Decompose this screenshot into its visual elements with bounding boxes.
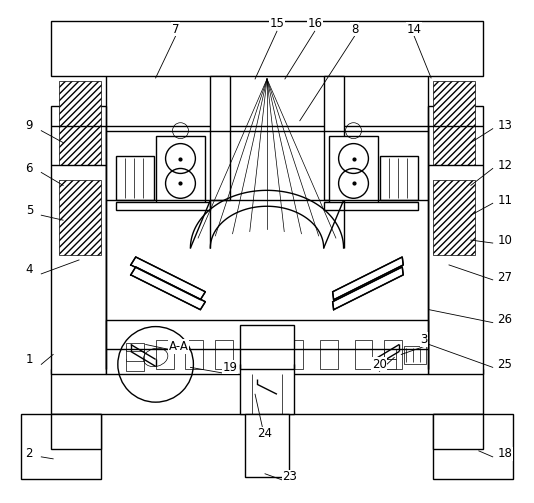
Bar — [59, 181, 101, 255]
Text: 8: 8 — [351, 23, 358, 36]
Bar — [384, 350, 396, 360]
Text: 24: 24 — [257, 428, 272, 441]
Bar — [106, 319, 428, 374]
Bar — [324, 202, 418, 210]
Text: 7: 7 — [172, 23, 179, 36]
Bar — [240, 324, 294, 414]
Bar — [155, 340, 174, 369]
Text: 19: 19 — [223, 361, 238, 374]
Bar — [106, 126, 428, 369]
Text: 25: 25 — [497, 358, 512, 371]
Bar — [51, 369, 483, 414]
Bar — [384, 360, 396, 369]
Bar — [285, 340, 303, 369]
Bar — [155, 136, 206, 205]
Bar — [328, 136, 379, 205]
Bar — [433, 181, 475, 255]
Text: 13: 13 — [497, 119, 512, 132]
Bar — [324, 76, 343, 200]
Bar — [21, 414, 101, 479]
Text: 26: 26 — [497, 313, 512, 326]
Text: 12: 12 — [497, 159, 512, 172]
Text: 9: 9 — [26, 119, 33, 132]
Text: 15: 15 — [270, 17, 285, 30]
Bar — [126, 360, 144, 371]
Bar — [320, 340, 337, 369]
Bar — [355, 340, 372, 369]
Text: 20: 20 — [372, 358, 387, 371]
Text: A-A: A-A — [169, 340, 189, 353]
Text: 2: 2 — [26, 447, 33, 460]
Bar — [59, 81, 101, 165]
Bar — [428, 106, 483, 374]
Bar — [51, 106, 106, 374]
Bar — [433, 414, 483, 449]
Bar — [250, 340, 268, 369]
Text: 23: 23 — [282, 470, 297, 483]
Bar — [126, 344, 144, 352]
Text: 27: 27 — [497, 271, 512, 284]
Bar — [51, 414, 101, 449]
Text: 5: 5 — [26, 204, 33, 217]
Text: 14: 14 — [407, 23, 422, 36]
Bar — [210, 76, 230, 200]
Bar — [384, 340, 402, 369]
Bar — [215, 340, 233, 369]
Bar — [51, 21, 483, 76]
Text: 10: 10 — [497, 233, 512, 246]
Bar — [380, 155, 418, 200]
Bar — [116, 155, 154, 200]
Text: 16: 16 — [307, 17, 322, 30]
Bar — [126, 350, 144, 361]
Polygon shape — [131, 257, 206, 300]
Polygon shape — [333, 257, 403, 300]
Bar — [116, 202, 210, 210]
Polygon shape — [333, 267, 403, 310]
Text: 6: 6 — [26, 162, 33, 175]
Text: 3: 3 — [420, 333, 428, 346]
Bar — [185, 340, 203, 369]
Text: 18: 18 — [497, 447, 512, 460]
Bar — [404, 347, 426, 364]
Bar — [245, 414, 289, 477]
Text: 11: 11 — [497, 194, 512, 207]
Text: 1: 1 — [26, 353, 33, 366]
Polygon shape — [131, 267, 206, 310]
Bar — [433, 81, 475, 165]
Bar — [433, 414, 513, 479]
Text: 4: 4 — [26, 264, 33, 276]
